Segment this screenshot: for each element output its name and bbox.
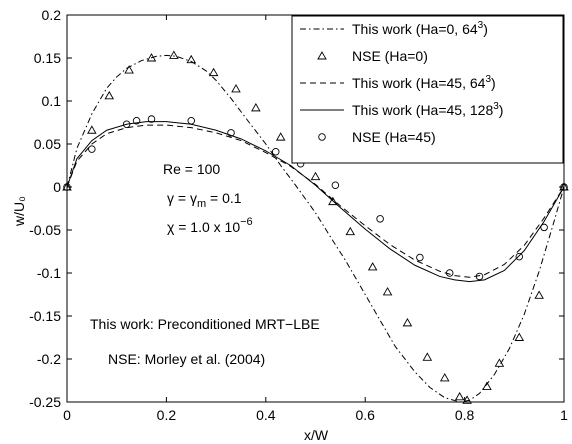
x-axis-label: x/W — [304, 427, 329, 443]
y-tick-label: 0.1 — [42, 93, 62, 109]
annotations: Re = 100 γ = γm = 0.1 χ = 1.0 x 10−6 Thi… — [90, 161, 320, 367]
y-tick-label: -0.1 — [37, 265, 61, 281]
data-point — [187, 117, 195, 125]
data-point — [87, 125, 97, 134]
series-3 — [66, 121, 565, 283]
data-point — [416, 253, 424, 262]
data-point — [482, 381, 492, 390]
data-point — [367, 262, 378, 271]
data-point — [251, 102, 261, 112]
x-tick-label: 0.6 — [355, 407, 375, 423]
y-tick-label: 0.05 — [34, 136, 61, 152]
legend-label: This work (Ha=45, 1283) — [352, 101, 503, 118]
data-point — [439, 373, 450, 382]
legend-entry: NSE (Ha=45) — [318, 129, 436, 145]
legend-marker-sample — [317, 51, 327, 60]
data-point — [227, 129, 235, 137]
data-point — [454, 391, 465, 401]
data-point — [208, 67, 219, 77]
data-point — [275, 132, 286, 141]
y-tick-label: 0 — [53, 179, 61, 195]
y-tick-label: -0.2 — [37, 351, 61, 367]
data-point — [515, 252, 524, 261]
legend-entry: This work (Ha=45, 1283) — [300, 101, 503, 118]
y-axis-label: w/U₀ — [11, 196, 27, 227]
legend-entries: This work (Ha=0, 643) NSE (Ha=0) This work… — [300, 20, 503, 145]
x-tick-label: 1 — [560, 407, 568, 423]
data-point — [132, 117, 141, 125]
y-tick-label: -0.05 — [29, 222, 61, 238]
legend-marker-sample — [318, 133, 326, 141]
legend-label: This work (Ha=0, 643) — [352, 20, 488, 37]
x-tick-label: 0.8 — [455, 407, 475, 423]
data-point — [534, 290, 544, 299]
series-1 — [62, 50, 569, 404]
data-point — [186, 54, 197, 64]
annotation-method: This work: Preconditioned MRT−LBE — [90, 316, 320, 332]
x-tick-label: 0 — [63, 407, 71, 423]
data-point — [402, 317, 413, 327]
series-line — [66, 54, 565, 403]
annotation-chi: χ = 1.0 x 10−6 — [167, 216, 253, 235]
data-point — [122, 120, 131, 128]
data-point — [331, 181, 340, 190]
data-point — [146, 53, 157, 62]
legend: This work (Ha=0, 643) NSE (Ha=0) This work… — [291, 15, 564, 164]
plot-area — [62, 50, 569, 404]
x-axis-ticks: 0 0.2 0.4 0.6 0.8 1 — [63, 15, 568, 423]
series-line — [66, 121, 565, 283]
data-point — [124, 65, 134, 74]
data-point — [231, 84, 241, 93]
data-point — [475, 272, 484, 281]
data-point — [376, 215, 384, 223]
data-point — [169, 50, 179, 59]
data-point — [271, 147, 280, 156]
legend-entry: NSE (Ha=0) — [317, 48, 428, 64]
legend-box — [291, 15, 564, 164]
series-2 — [66, 124, 565, 278]
data-point — [445, 269, 454, 277]
annotation-nse-ref: NSE: Morley et al. (2004) — [108, 351, 265, 367]
annotation-gamma: γ = γm = 0.1 — [167, 190, 242, 210]
data-point — [494, 358, 505, 367]
legend-entry: This work (Ha=45, 643) — [300, 74, 496, 91]
legend-label: This work (Ha=45, 643) — [352, 74, 496, 91]
x-tick-label: 0.2 — [157, 407, 177, 423]
plot-frame — [66, 14, 565, 403]
legend-label: NSE (Ha=0) — [352, 48, 428, 64]
data-point — [88, 145, 96, 153]
data-point — [514, 332, 525, 341]
series-line — [66, 124, 565, 278]
series-0 — [66, 54, 565, 403]
data-point — [310, 171, 321, 181]
data-point — [382, 287, 393, 296]
data-point — [147, 115, 156, 123]
y-tick-label: -0.15 — [29, 308, 61, 324]
y-axis-ticks: -0.25 -0.2 -0.15 -0.1 -0.05 0 0.05 0.1 0.15 0.2 — [29, 7, 564, 410]
data-point — [328, 196, 338, 206]
y-tick-label: -0.25 — [29, 394, 61, 410]
y-tick-label: 0.2 — [42, 7, 62, 23]
data-point — [104, 90, 115, 100]
legend-label: NSE (Ha=45) — [352, 129, 436, 145]
data-point — [422, 352, 433, 361]
data-point — [540, 223, 548, 232]
y-tick-label: 0.15 — [34, 50, 61, 66]
legend-entry: This work (Ha=0, 643) — [300, 20, 488, 37]
x-tick-label: 0.4 — [256, 407, 276, 423]
data-point — [345, 226, 356, 236]
annotation-re: Re = 100 — [163, 161, 220, 177]
